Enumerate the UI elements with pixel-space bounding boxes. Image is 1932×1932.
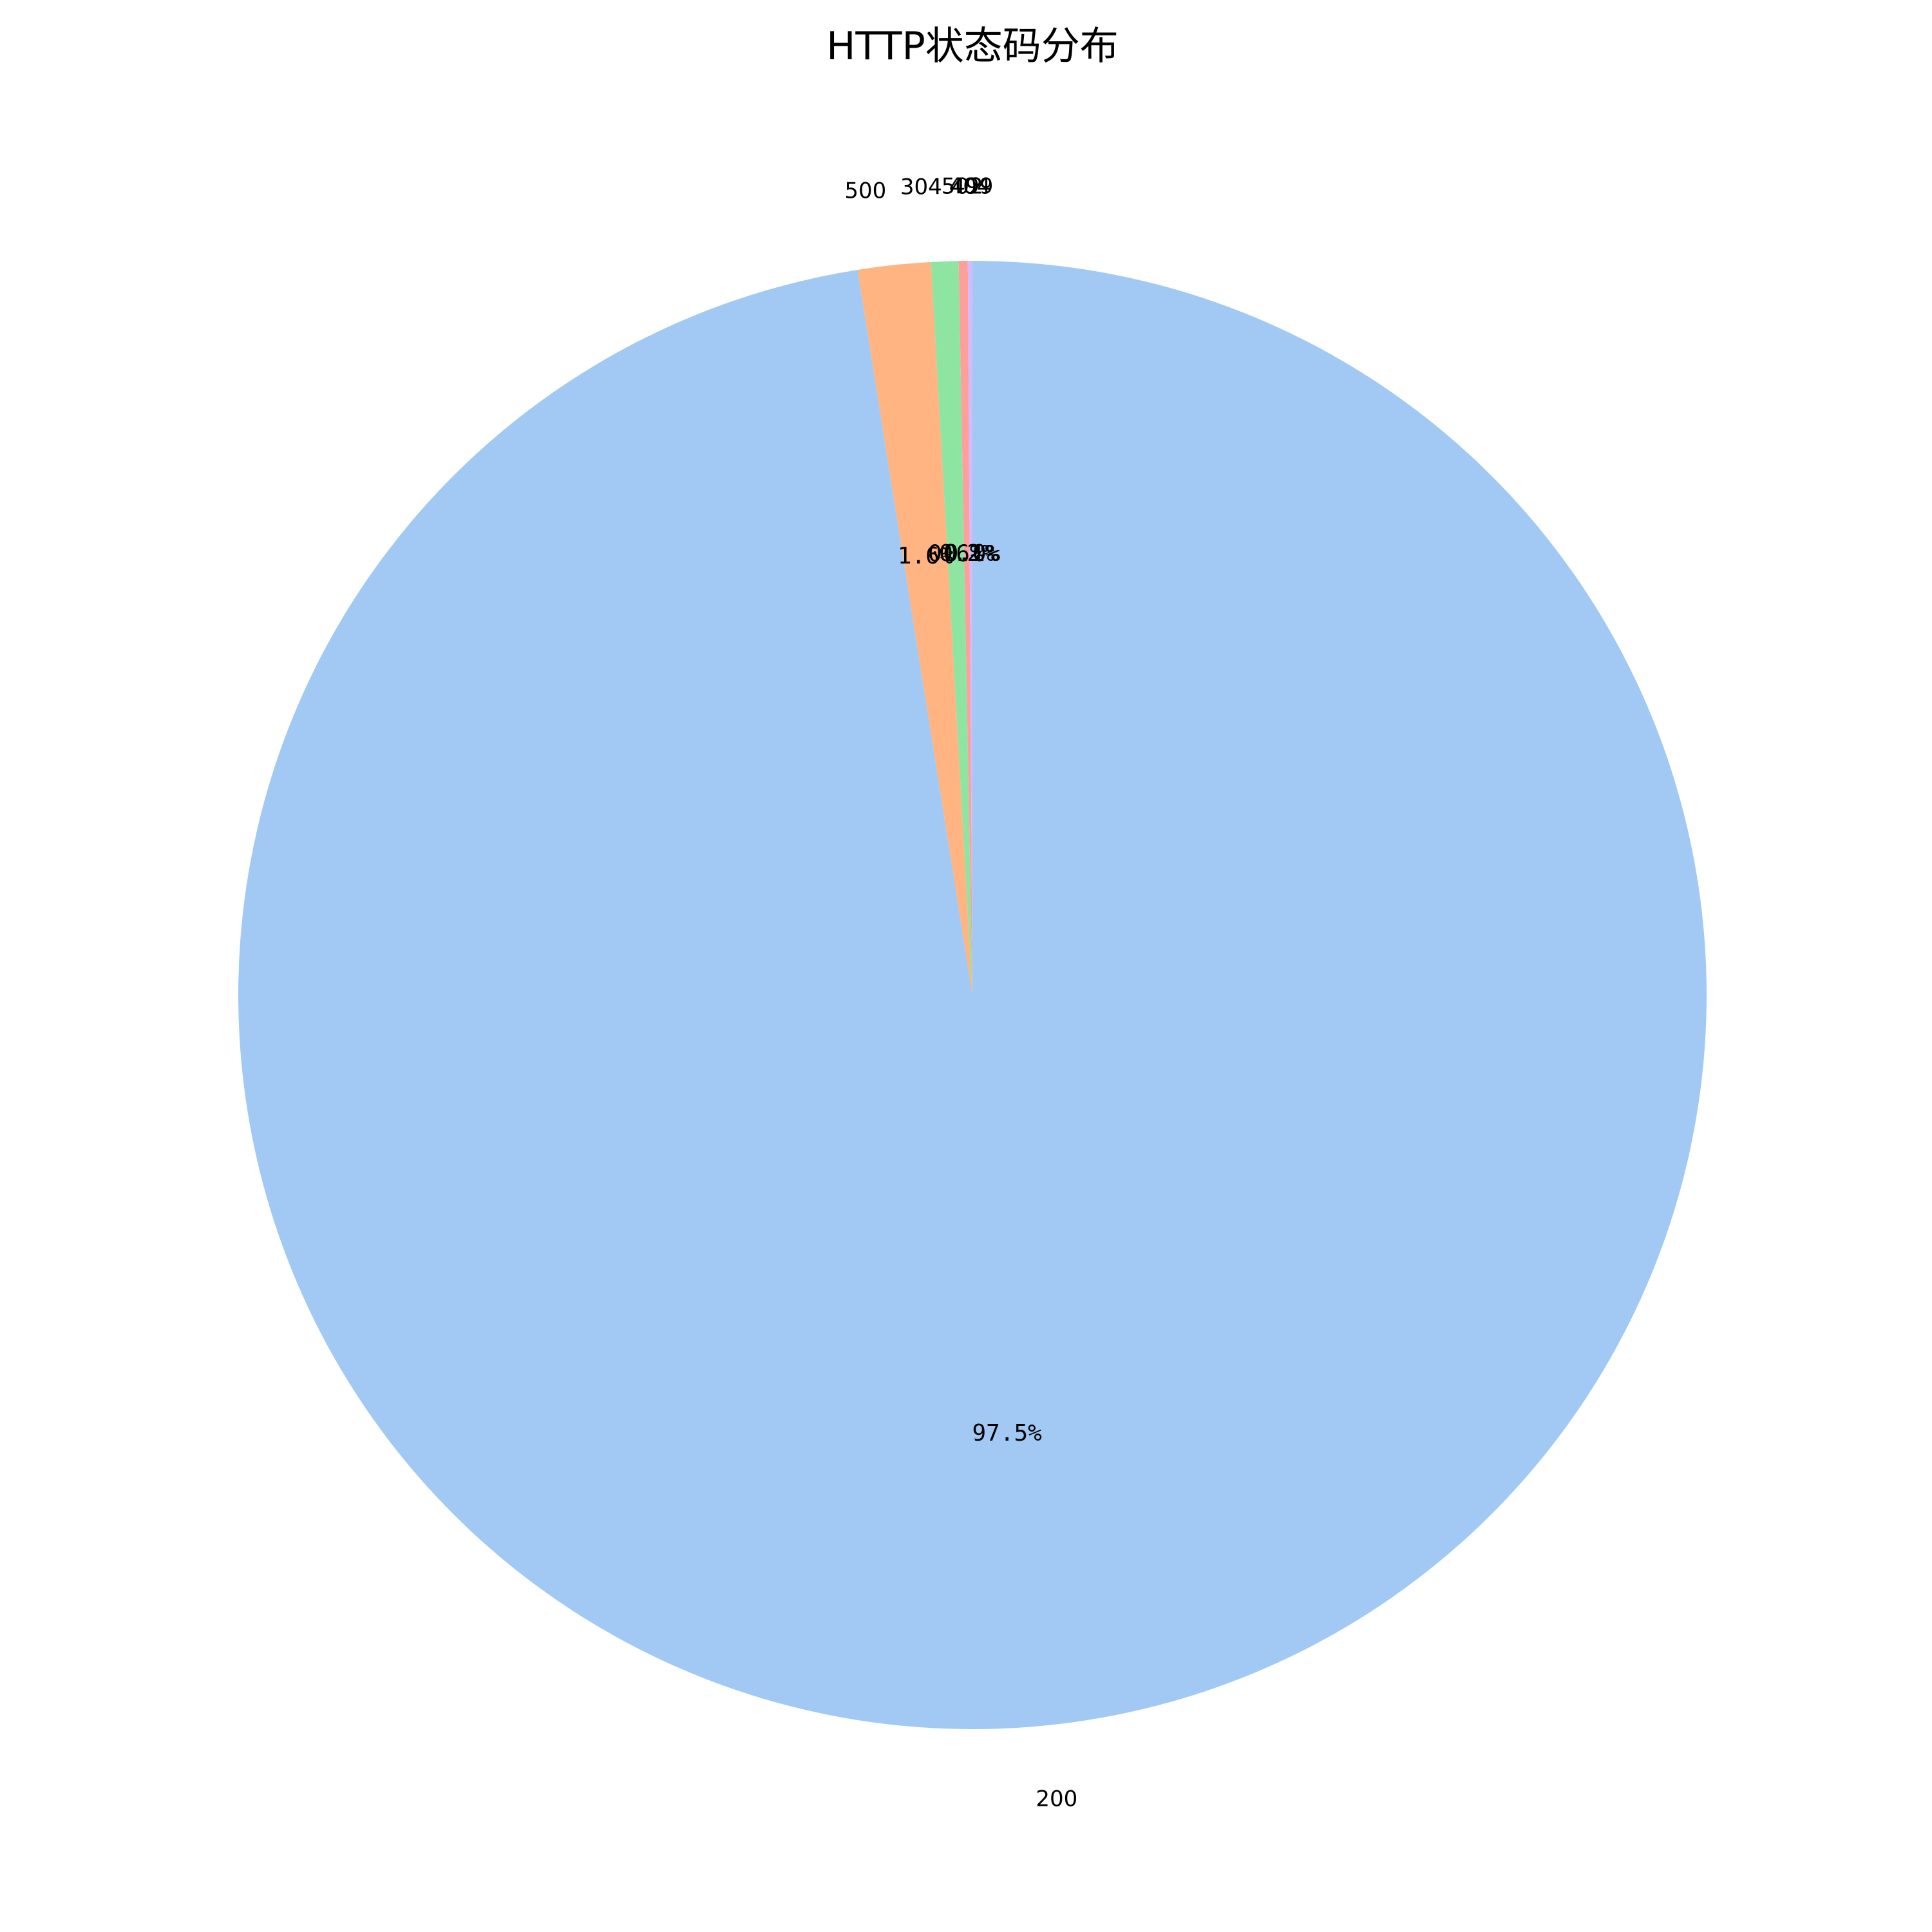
percent-label-502: 0.2% [939, 540, 995, 567]
slice-label-499: 499 [952, 174, 994, 200]
percent-labels: 97.5% 1.6%0.6%0.2%0.1%0.0% [898, 540, 1042, 1446]
slice-label-404: 404 [949, 174, 991, 200]
percent-label-404: 0.1% [943, 540, 999, 567]
slice-label-304: 304 [900, 174, 942, 200]
pie-slices [238, 261, 1707, 1729]
pie-slice-502 [958, 261, 972, 996]
slice-label-502: 502 [942, 174, 983, 200]
pie-slice-404 [967, 261, 972, 995]
pie-slice-304 [931, 261, 972, 995]
pie-slice-500 [857, 261, 972, 995]
percent-label-500: 1.6% [898, 543, 954, 569]
slice-label-200: 200 [1036, 1786, 1077, 1812]
chart-title: HTTP状态码分布 [826, 24, 1119, 69]
percent-label-200: 97.5% [972, 1420, 1042, 1446]
percent-label-304: 0.6% [928, 540, 984, 567]
percent-label-499: 0.0% [945, 540, 1001, 567]
slice-label-500: 500 [844, 178, 886, 204]
pie-slice-200 [238, 261, 1707, 1729]
